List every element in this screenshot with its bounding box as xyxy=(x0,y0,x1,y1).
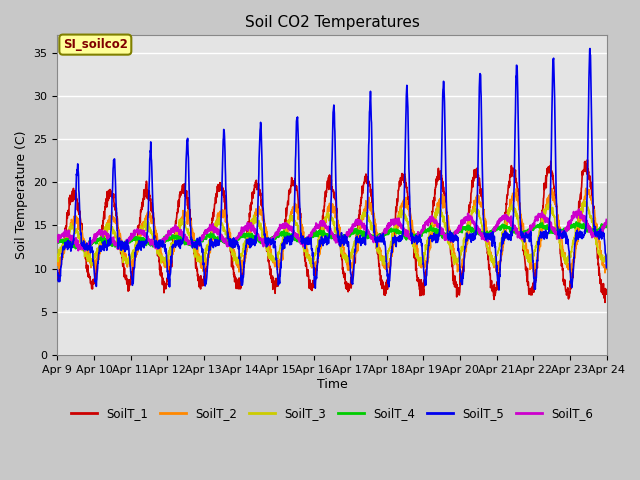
SoilT_2 xyxy=(582,185,590,191)
SoilT_1 xyxy=(492,290,499,296)
SoilT_1 xyxy=(601,300,609,305)
SoilT_6 xyxy=(492,225,499,231)
SoilT_1 xyxy=(584,157,591,163)
SoilT_1 xyxy=(207,242,214,248)
SoilT_4 xyxy=(348,229,356,235)
SoilT_3 xyxy=(554,233,562,239)
SoilT_3 xyxy=(360,212,368,218)
SoilT_5 xyxy=(603,265,611,271)
SoilT_4 xyxy=(207,233,214,239)
SoilT_6 xyxy=(554,230,562,236)
SoilT_6 xyxy=(207,225,214,231)
Line: SoilT_2: SoilT_2 xyxy=(58,188,607,273)
Title: Soil CO2 Temperatures: Soil CO2 Temperatures xyxy=(244,15,419,30)
SoilT_2 xyxy=(348,264,355,269)
SoilT_2 xyxy=(492,265,499,271)
SoilT_3 xyxy=(307,264,315,269)
SoilT_4 xyxy=(360,229,368,235)
SoilT_3 xyxy=(570,240,577,246)
SoilT_5 xyxy=(586,46,594,51)
SoilT_5 xyxy=(495,287,503,293)
SoilT_6 xyxy=(570,215,577,220)
SoilT_4 xyxy=(54,239,61,245)
SoilT_2 xyxy=(554,220,562,226)
SoilT_4 xyxy=(572,219,580,225)
X-axis label: Time: Time xyxy=(317,377,348,391)
SoilT_1 xyxy=(554,220,562,226)
SoilT_6 xyxy=(603,217,611,223)
SoilT_4 xyxy=(603,224,611,229)
SoilT_5 xyxy=(570,266,577,272)
SoilT_5 xyxy=(554,232,562,238)
SoilT_3 xyxy=(207,234,214,240)
SoilT_1 xyxy=(570,265,577,271)
Line: SoilT_3: SoilT_3 xyxy=(58,201,607,266)
Line: SoilT_1: SoilT_1 xyxy=(58,160,607,302)
SoilT_5 xyxy=(360,234,367,240)
Line: SoilT_5: SoilT_5 xyxy=(58,48,607,290)
SoilT_5 xyxy=(207,240,214,245)
SoilT_2 xyxy=(360,210,367,216)
SoilT_6 xyxy=(54,237,61,243)
SoilT_1 xyxy=(54,270,61,276)
SoilT_2 xyxy=(601,270,609,276)
SoilT_4 xyxy=(80,248,88,253)
Line: SoilT_4: SoilT_4 xyxy=(58,222,607,251)
SoilT_6 xyxy=(575,206,582,212)
SoilT_2 xyxy=(54,259,61,264)
Line: SoilT_6: SoilT_6 xyxy=(58,209,607,251)
SoilT_3 xyxy=(580,198,588,204)
SoilT_6 xyxy=(360,221,368,227)
SoilT_3 xyxy=(603,253,611,259)
SoilT_6 xyxy=(81,248,89,253)
SoilT_3 xyxy=(348,248,356,253)
SoilT_1 xyxy=(360,181,367,187)
SoilT_2 xyxy=(570,263,577,269)
SoilT_5 xyxy=(348,280,355,286)
SoilT_4 xyxy=(492,225,499,231)
SoilT_4 xyxy=(570,221,577,227)
SoilT_2 xyxy=(603,263,611,269)
SoilT_5 xyxy=(54,267,61,273)
SoilT_3 xyxy=(492,259,499,265)
SoilT_4 xyxy=(554,230,562,236)
SoilT_6 xyxy=(348,225,356,231)
SoilT_1 xyxy=(603,291,611,297)
SoilT_1 xyxy=(348,281,355,287)
Y-axis label: Soil Temperature (C): Soil Temperature (C) xyxy=(15,131,28,259)
SoilT_2 xyxy=(207,246,214,252)
Text: SI_soilco2: SI_soilco2 xyxy=(63,38,128,51)
Legend: SoilT_1, SoilT_2, SoilT_3, SoilT_4, SoilT_5, SoilT_6: SoilT_1, SoilT_2, SoilT_3, SoilT_4, Soil… xyxy=(66,402,598,425)
SoilT_5 xyxy=(492,243,499,249)
SoilT_3 xyxy=(54,255,61,261)
